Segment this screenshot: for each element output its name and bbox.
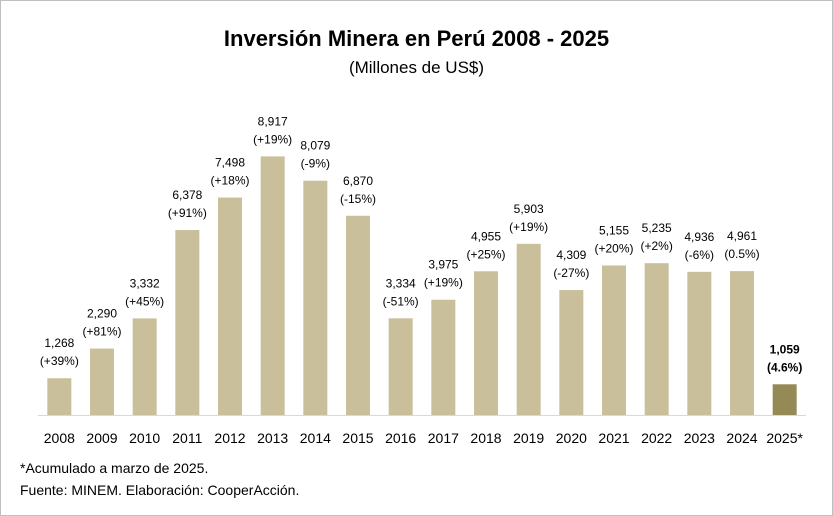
change-label: (+19%): [424, 276, 463, 290]
bar-2020: [559, 290, 584, 415]
value-label: 6,378: [172, 188, 202, 202]
x-tick-label: 2024: [726, 430, 757, 446]
change-label: (+19%): [253, 132, 292, 146]
value-label: 3,975: [428, 258, 458, 272]
value-label: 3,334: [386, 276, 416, 290]
x-tick-label: 2020: [556, 430, 587, 446]
x-tick-label: 2018: [470, 430, 501, 446]
value-label: 4,936: [684, 230, 714, 244]
bar-2025: [772, 384, 797, 415]
x-tick-label: 2014: [300, 430, 331, 446]
bar-2009: [90, 348, 114, 415]
chart-title: Inversión Minera en Perú 2008 - 2025: [223, 26, 610, 51]
x-tick-label: 2015: [342, 430, 373, 446]
bar-2023: [687, 271, 712, 415]
bar-2021: [602, 265, 626, 415]
change-label: (-15%): [340, 192, 376, 206]
value-label: 3,332: [130, 276, 160, 290]
value-label: 4,961: [727, 229, 757, 243]
change-label: (-9%): [301, 157, 330, 171]
change-label: (+25%): [466, 247, 505, 261]
x-tick-label: 2023: [684, 430, 715, 446]
value-label: 5,155: [599, 224, 629, 238]
bar-2015: [346, 215, 370, 415]
bar-2012: [218, 197, 242, 415]
change-label: (+20%): [594, 242, 633, 256]
value-label: 6,870: [343, 174, 373, 188]
bar-2018: [474, 271, 498, 415]
change-label: (0.5%): [724, 247, 759, 261]
x-tick-label: 2019: [513, 430, 544, 446]
change-label: (+91%): [168, 206, 207, 220]
bar-2016: [388, 318, 413, 415]
bar-2017: [431, 299, 456, 415]
change-label: (4.6%): [767, 360, 802, 374]
chart-subtitle: (Millones de US$): [348, 58, 485, 77]
x-tick-label: 2013: [257, 430, 288, 446]
bar-2013: [260, 156, 285, 416]
x-tick-label: 2022: [641, 430, 672, 446]
value-label: 1,059: [770, 342, 800, 356]
x-tick-label: 2025*: [766, 430, 803, 446]
bar-2014: [303, 180, 328, 415]
change-label: (+2%): [640, 239, 672, 253]
x-tick-label: 2021: [598, 430, 629, 446]
change-label: (-51%): [383, 294, 419, 308]
x-tick-label: 2017: [428, 430, 459, 446]
value-label: 7,498: [215, 156, 245, 170]
source-note: Fuente: MINEM. Elaboración: CooperAcción…: [20, 482, 300, 498]
change-label: (+19%): [509, 220, 548, 234]
x-tick-label: 2011: [172, 430, 202, 446]
bar-2024: [730, 271, 754, 415]
change-label: (-6%): [685, 248, 714, 262]
value-label: 5,235: [642, 221, 672, 235]
bar-2022: [644, 263, 669, 415]
change-label: (-27%): [553, 266, 589, 280]
change-label: (+81%): [82, 325, 121, 339]
bar-2008: [47, 378, 72, 415]
change-label: (+18%): [210, 174, 249, 188]
value-label: 5,903: [514, 202, 544, 216]
bar-2011: [175, 230, 200, 415]
value-label: 8,917: [258, 114, 288, 128]
bar-2010: [132, 318, 157, 415]
x-tick-label: 2008: [44, 430, 75, 446]
x-tick-label: 2010: [129, 430, 160, 446]
value-label: 8,079: [300, 139, 330, 153]
value-label: 4,309: [556, 248, 586, 262]
x-tick-label: 2016: [385, 430, 416, 446]
x-tick-label: 2012: [214, 430, 245, 446]
change-label: (+45%): [125, 294, 164, 308]
value-label: 4,955: [471, 229, 501, 243]
footnote: *Acumulado a marzo de 2025.: [20, 460, 209, 476]
x-tick-label: 2009: [86, 430, 117, 446]
change-label: (+39%): [40, 354, 79, 368]
bar-2019: [516, 243, 541, 415]
value-label: 2,290: [87, 307, 117, 321]
value-label: 1,268: [44, 336, 74, 350]
